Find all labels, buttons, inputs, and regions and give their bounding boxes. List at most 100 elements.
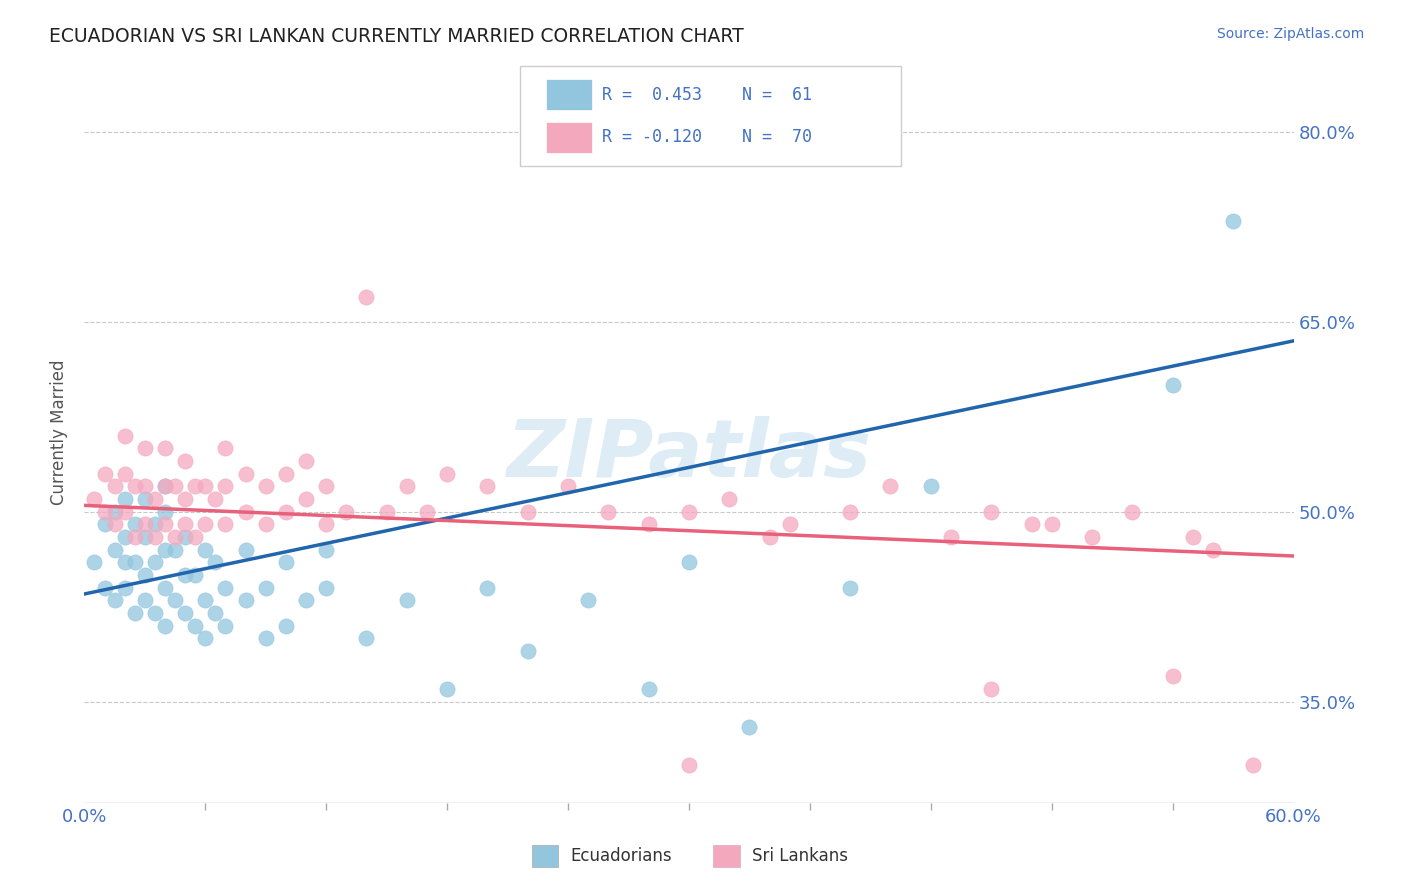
Text: Ecuadorians: Ecuadorians — [571, 847, 672, 865]
Point — [315, 581, 337, 595]
Point — [235, 505, 257, 519]
Text: R = -0.120    N =  70: R = -0.120 N = 70 — [602, 128, 811, 146]
Point — [839, 581, 862, 595]
Point — [104, 517, 127, 532]
Point — [204, 606, 226, 620]
Bar — [531, 845, 558, 867]
Point — [153, 542, 176, 557]
Text: R =  0.453    N =  61: R = 0.453 N = 61 — [602, 86, 811, 103]
Point — [395, 479, 418, 493]
FancyBboxPatch shape — [520, 66, 901, 166]
Point — [980, 505, 1002, 519]
Text: Source: ZipAtlas.com: Source: ZipAtlas.com — [1216, 27, 1364, 41]
Point — [214, 581, 236, 595]
Text: Sri Lankans: Sri Lankans — [752, 847, 848, 865]
Point — [104, 593, 127, 607]
Point — [153, 442, 176, 456]
Point — [204, 491, 226, 506]
Point — [1040, 517, 1063, 532]
Point — [153, 517, 176, 532]
Point — [295, 454, 318, 468]
Point — [114, 581, 136, 595]
Point — [1161, 669, 1184, 683]
Point — [184, 530, 207, 544]
Point — [143, 517, 166, 532]
Point — [174, 517, 197, 532]
Point — [124, 479, 146, 493]
Point — [436, 681, 458, 696]
Point — [104, 479, 127, 493]
Point — [1202, 542, 1225, 557]
Point — [153, 479, 176, 493]
Point — [174, 606, 197, 620]
Point — [477, 479, 499, 493]
Point — [1222, 213, 1244, 227]
Point — [315, 542, 337, 557]
Point — [678, 757, 700, 772]
Point — [516, 505, 538, 519]
Point — [274, 467, 297, 481]
Point — [274, 555, 297, 569]
Point — [184, 479, 207, 493]
Point — [637, 681, 659, 696]
Point — [93, 517, 115, 532]
Point — [214, 479, 236, 493]
Point — [93, 467, 115, 481]
Point — [254, 517, 277, 532]
Point — [204, 555, 226, 569]
Point — [114, 467, 136, 481]
Point — [134, 491, 156, 506]
Point — [104, 505, 127, 519]
Point — [93, 505, 115, 519]
Point — [477, 581, 499, 595]
Point — [516, 644, 538, 658]
Point — [315, 479, 337, 493]
Point — [153, 479, 176, 493]
Point — [194, 542, 217, 557]
Point — [576, 593, 599, 607]
Point — [254, 479, 277, 493]
Point — [738, 720, 761, 734]
Point — [598, 505, 620, 519]
Point — [214, 517, 236, 532]
Point — [184, 568, 207, 582]
Point — [153, 618, 176, 632]
Point — [124, 530, 146, 544]
Point — [114, 491, 136, 506]
Point — [134, 530, 156, 544]
Point — [194, 593, 217, 607]
Point — [678, 505, 700, 519]
Point — [839, 505, 862, 519]
Point — [254, 632, 277, 646]
Point — [83, 491, 105, 506]
Point — [274, 505, 297, 519]
Point — [114, 505, 136, 519]
Point — [235, 467, 257, 481]
Point — [83, 555, 105, 569]
Point — [104, 542, 127, 557]
Point — [375, 505, 398, 519]
Point — [143, 530, 166, 544]
Point — [1241, 757, 1264, 772]
Point — [134, 517, 156, 532]
Point — [416, 505, 439, 519]
Point — [114, 530, 136, 544]
Text: ZIPatlas: ZIPatlas — [506, 416, 872, 494]
Point — [980, 681, 1002, 696]
Point — [1161, 378, 1184, 392]
Point — [395, 593, 418, 607]
Point — [174, 530, 197, 544]
Point — [1021, 517, 1043, 532]
Point — [214, 618, 236, 632]
Point — [143, 606, 166, 620]
Point — [678, 555, 700, 569]
Point — [335, 505, 357, 519]
Point — [637, 517, 659, 532]
Point — [436, 467, 458, 481]
Point — [1181, 530, 1204, 544]
Point — [184, 618, 207, 632]
Point — [295, 593, 318, 607]
Point — [124, 517, 146, 532]
Point — [557, 479, 579, 493]
Point — [134, 568, 156, 582]
